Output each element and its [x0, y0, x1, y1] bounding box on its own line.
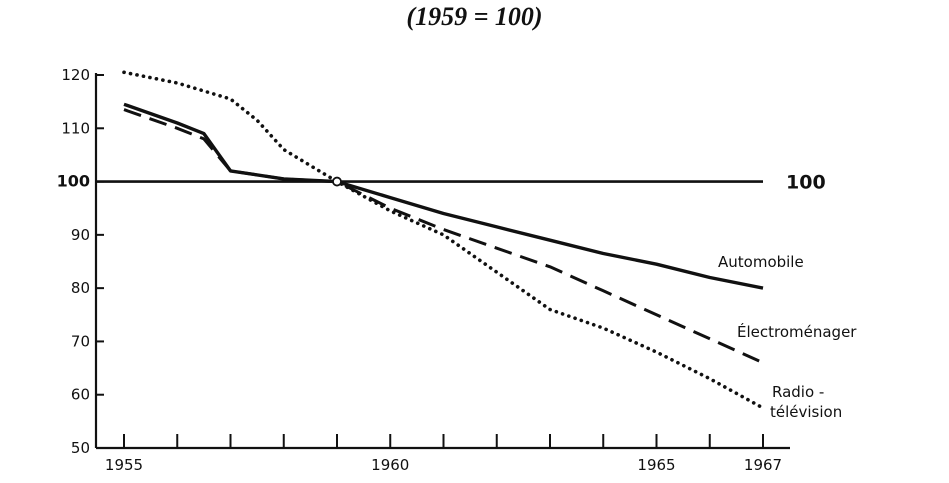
x-tick-label: 1955 [105, 456, 143, 474]
series-label-2: Radio - [772, 383, 824, 401]
chart-title: (1959 = 100) [406, 2, 543, 31]
series-labels: Automobile Électroménager Radio - télévisio… [718, 253, 857, 421]
base-year-marker [332, 176, 342, 187]
series-line-0 [123, 102, 764, 290]
series-label-1: Électroménager [737, 322, 857, 341]
series-label-0: Automobile [718, 253, 804, 271]
series-line-1 [123, 108, 764, 365]
series-lines: 100 [96, 70, 826, 410]
reference-line-label: 100 [786, 172, 826, 194]
y-tick-label: 90 [71, 226, 90, 244]
series-line-2 [122, 70, 765, 410]
y-tick-label: 50 [71, 439, 90, 457]
y-tick-label: 100 [57, 172, 90, 191]
y-tick-label: 70 [71, 332, 90, 350]
y-tick-label: 80 [71, 279, 90, 297]
y-tick-label: 110 [61, 119, 90, 137]
x-tick-label: 1967 [744, 456, 782, 474]
y-tick-label: 60 [71, 386, 90, 404]
x-tick-label: 1960 [371, 456, 409, 474]
series-label-2: télévision [770, 403, 842, 421]
x-tick-label: 1965 [637, 456, 675, 474]
axes: 50 60 70 80 90 100 110 120 1955 1960 1965 1967 [57, 66, 790, 474]
y-tick-label: 120 [61, 66, 90, 84]
